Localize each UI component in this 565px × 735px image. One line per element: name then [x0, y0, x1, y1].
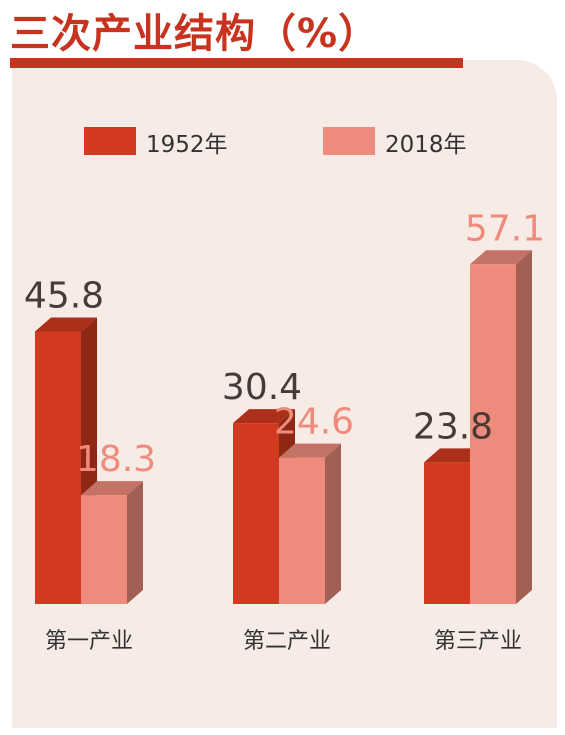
chart-background-panel	[12, 60, 557, 728]
category-label-3: 第三产业	[434, 629, 522, 654]
bar-2-2	[279, 443, 341, 604]
legend-swatch-1	[84, 127, 136, 155]
category-label-2: 第二产业	[243, 629, 331, 654]
legend-label-1: 1952年	[146, 132, 228, 158]
bar-2-3	[470, 250, 532, 604]
title-underline-bar	[10, 58, 463, 68]
chart-title: 三次产业结构（%）	[10, 11, 380, 57]
value-label-2-2: 24.6	[274, 402, 354, 443]
value-label-2-1: 18.3	[76, 439, 156, 480]
legend: 1952年 2018年	[84, 127, 467, 158]
value-label-1-1: 45.8	[24, 275, 104, 316]
value-label-2-3: 57.1	[465, 208, 545, 249]
legend-swatch-2	[323, 127, 375, 155]
bars	[35, 250, 532, 604]
bar-2-1	[81, 481, 143, 604]
category-labels: 第一产业 第二产业 第三产业	[45, 629, 522, 654]
value-label-1-3: 23.8	[413, 406, 493, 447]
value-label-1-2: 30.4	[222, 367, 302, 408]
value-labels: 45.8 30.4 23.8 18.3 24.6 57.1	[24, 208, 545, 480]
category-label-1: 第一产业	[45, 629, 133, 654]
legend-label-2: 2018年	[385, 132, 467, 158]
bar-1-1	[35, 317, 97, 604]
